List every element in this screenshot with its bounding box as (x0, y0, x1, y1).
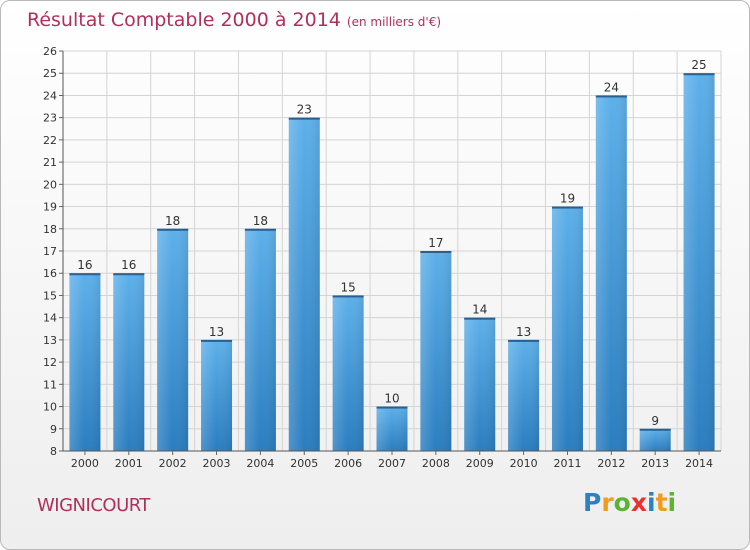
bar-value-label: 16 (77, 258, 92, 272)
y-tick-label: 12 (43, 356, 57, 369)
bar-value-label: 24 (604, 80, 619, 94)
bar-value-label: 16 (121, 258, 136, 272)
bar-value-label: 18 (165, 214, 180, 228)
x-tick-label: 2009 (466, 457, 494, 470)
bar-highlight (288, 117, 320, 452)
y-tick-label: 13 (43, 334, 57, 347)
x-tick-label: 2014 (685, 457, 713, 470)
bar-value-label: 14 (472, 303, 487, 317)
proxiti-logo: Proxiti (583, 488, 676, 517)
bar-top-edge (508, 339, 540, 342)
bar-highlight (508, 339, 540, 451)
chart-title: Résultat Comptable 2000 à 2014 (en millie… (27, 9, 441, 31)
bar-value-label: 18 (253, 214, 268, 228)
x-tick-label: 2010 (510, 457, 538, 470)
y-tick-label: 17 (43, 245, 57, 258)
bar-top-edge (376, 406, 408, 409)
bar-value-label: 10 (384, 392, 399, 406)
bar-highlight (683, 73, 715, 451)
y-tick-label: 18 (43, 223, 57, 236)
x-tick-label: 2013 (641, 457, 669, 470)
x-tick-label: 2006 (334, 457, 362, 470)
bar-highlight (420, 251, 452, 451)
y-tick-label: 24 (43, 89, 57, 102)
bar-highlight (551, 206, 583, 451)
x-tick-label: 2012 (597, 457, 625, 470)
y-tick-label: 16 (43, 267, 57, 280)
bar-value-label: 19 (560, 192, 575, 206)
bar-value-label: 13 (516, 325, 531, 339)
bar-top-edge (157, 228, 189, 231)
x-tick-label: 2007 (378, 457, 406, 470)
logo-letter: r (601, 488, 614, 517)
y-tick-label: 19 (43, 201, 57, 214)
bar-value-label: 17 (428, 236, 443, 250)
logo-letter: i (667, 488, 677, 517)
bar-highlight (332, 295, 364, 451)
logo-letter: t (655, 488, 668, 517)
bar-top-edge (464, 317, 496, 320)
bar-value-label: 25 (691, 58, 706, 72)
bar-top-edge (113, 273, 145, 276)
bar-highlight (244, 228, 276, 451)
chart-title-text: Résultat Comptable 2000 à 2014 (27, 9, 341, 31)
logo-letter: i (647, 488, 656, 517)
y-tick-label: 11 (43, 378, 57, 391)
y-tick-label: 22 (43, 134, 57, 147)
bar-highlight (157, 228, 189, 451)
bar-highlight (464, 317, 496, 451)
bar-top-edge (551, 206, 583, 209)
bar-highlight (113, 273, 145, 451)
x-tick-label: 2002 (159, 457, 187, 470)
bar-top-edge (332, 295, 364, 298)
x-tick-label: 2008 (422, 457, 450, 470)
logo-letter: x (630, 488, 647, 517)
bar-top-edge (244, 228, 276, 231)
y-tick-label: 20 (43, 178, 57, 191)
x-tick-label: 2004 (246, 457, 274, 470)
location-label: WIGNICOURT (37, 495, 150, 516)
x-tick-label: 2003 (203, 457, 231, 470)
x-tick-label: 2001 (115, 457, 143, 470)
logo-letter: o (613, 488, 631, 517)
y-tick-label: 9 (50, 423, 57, 436)
bar-highlight (376, 406, 408, 451)
bar-highlight (201, 339, 233, 451)
y-tick-label: 15 (43, 289, 57, 302)
bar-highlight (69, 273, 101, 451)
y-tick-label: 14 (43, 312, 57, 325)
y-tick-label: 25 (43, 67, 57, 80)
bar-value-label: 23 (297, 103, 312, 117)
bar-value-label: 15 (340, 280, 355, 294)
bar-value-label: 13 (209, 325, 224, 339)
x-tick-label: 2011 (553, 457, 581, 470)
x-tick-label: 2000 (71, 457, 99, 470)
y-tick-label: 10 (43, 401, 57, 414)
y-tick-label: 23 (43, 112, 57, 125)
y-tick-label: 21 (43, 156, 57, 169)
bar-value-label: 9 (651, 414, 659, 428)
chart-subtitle: (en milliers d'€) (346, 15, 442, 29)
y-tick-label: 8 (50, 445, 57, 458)
bar-top-edge (595, 95, 627, 98)
bar-highlight (595, 95, 627, 451)
bar-top-edge (420, 251, 452, 253)
bar-top-edge (69, 273, 101, 276)
bar-top-edge (201, 339, 233, 342)
bar-top-edge (639, 428, 671, 431)
bar-top-edge (683, 73, 715, 76)
bar-highlight (639, 428, 671, 451)
x-tick-label: 2005 (290, 457, 318, 470)
logo-letter: P (583, 488, 602, 517)
bar-top-edge (288, 117, 320, 120)
y-tick-label: 26 (43, 45, 57, 58)
